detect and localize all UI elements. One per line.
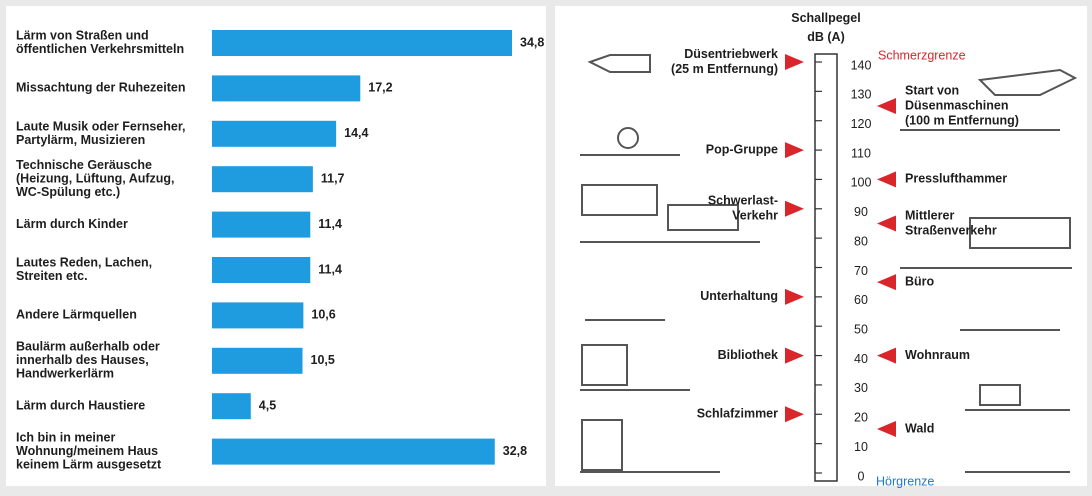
marker-label: (25 m Entfernung) (671, 62, 778, 76)
value-label: 11,7 (321, 171, 345, 185)
marker-label: Düsentriebwerk (684, 47, 778, 61)
category-label: Andere Lärmquellen (16, 308, 137, 322)
value-label: 4,5 (259, 398, 276, 412)
marker-label: Presslufthammer (905, 172, 1007, 186)
tick-label: 120 (851, 117, 872, 131)
category-label: Laute Musik oder Fernseher, (16, 119, 186, 133)
category-label: WC-Spülung etc.) (16, 185, 120, 199)
value-label: 10,5 (311, 353, 335, 367)
value-label: 11,4 (318, 262, 342, 276)
bar (212, 257, 310, 283)
chart: Lärm von Straßen undöffentlichen Verkehr… (0, 0, 1092, 491)
bar (212, 348, 303, 374)
bar (212, 302, 303, 328)
bar (212, 212, 310, 238)
category-label: Handwerkerlärm (16, 367, 114, 381)
tick-label: 90 (854, 205, 868, 219)
category-label: Partylärm, Musizieren (16, 133, 145, 147)
bar (212, 75, 360, 101)
marker-label: Wohnraum (905, 348, 970, 362)
tick-label: 110 (851, 146, 871, 160)
tick-label: 10 (854, 440, 868, 454)
value-label: 10,6 (311, 308, 335, 322)
category-label: Technische Geräusche (16, 158, 152, 172)
tick-label: 100 (851, 176, 872, 190)
category-label: (Heizung, Lüftung, Aufzug, (16, 171, 175, 185)
scale-title: dB (A) (807, 30, 845, 44)
category-label: öffentlichen Verkehrsmitteln (16, 42, 184, 56)
bar (212, 393, 251, 419)
tick-label: 80 (854, 234, 868, 248)
value-label: 14,4 (344, 126, 368, 140)
page: {"chart_data":[ {"type":"bar","color":"#… (0, 0, 1092, 491)
marker-label: Schlafzimmer (697, 407, 778, 421)
category-label: innerhalb des Hauses, (16, 353, 149, 367)
tick-label: 130 (851, 88, 872, 102)
bar (212, 166, 313, 192)
bar (212, 439, 495, 465)
category-label: Baulärm außerhalb oder (16, 340, 160, 354)
category-label: Lärm durch Haustiere (16, 398, 145, 412)
marker-label: Unterhaltung (700, 289, 778, 303)
value-label: 11,4 (318, 217, 342, 231)
category-label: Missachtung der Ruhezeiten (16, 81, 185, 95)
marker-label: Schwerlast- (708, 194, 778, 208)
category-label: Lärm durch Kinder (16, 217, 128, 231)
tick-label: 140 (851, 58, 872, 72)
value-label: 34,8 (520, 35, 544, 49)
category-label: Lautes Reden, Lachen, (16, 256, 152, 270)
tick-label: 30 (854, 381, 868, 395)
bar (212, 30, 512, 56)
marker-label: Büro (905, 274, 935, 288)
category-label: Lärm von Straßen und (16, 29, 149, 43)
tick-label: 0 (858, 469, 865, 483)
category-label: Wohnung/meinem Haus (16, 444, 158, 458)
marker-label: Start von (905, 83, 959, 97)
marker-label: (100 m Entfernung) (905, 113, 1019, 127)
tick-label: 60 (854, 293, 868, 307)
value-label: 32,8 (503, 444, 527, 458)
bottom-label: Hörgrenze (876, 474, 934, 488)
marker-label: Bibliothek (718, 348, 778, 362)
marker-label: Mittlerer (905, 208, 954, 222)
category-label: Streiten etc. (16, 269, 88, 283)
value-label: 17,2 (368, 81, 392, 95)
tick-label: 50 (854, 323, 868, 337)
marker-label: Wald (905, 421, 934, 435)
marker-label: Pop-Gruppe (706, 142, 778, 156)
category-label: keinem Lärm ausgesetzt (16, 457, 162, 471)
tick-label: 40 (854, 352, 868, 366)
scale-title: Schallpegel (791, 11, 860, 25)
category-label: Ich bin in meiner (16, 430, 115, 444)
marker-label: Straßenverkehr (905, 223, 997, 237)
bar (212, 121, 336, 147)
marker-label: Verkehr (732, 209, 778, 223)
marker-label: Düsenmaschinen (905, 98, 1009, 112)
top-label: Schmerzgrenze (878, 48, 966, 62)
tick-label: 70 (854, 264, 868, 278)
tick-label: 20 (854, 411, 868, 425)
